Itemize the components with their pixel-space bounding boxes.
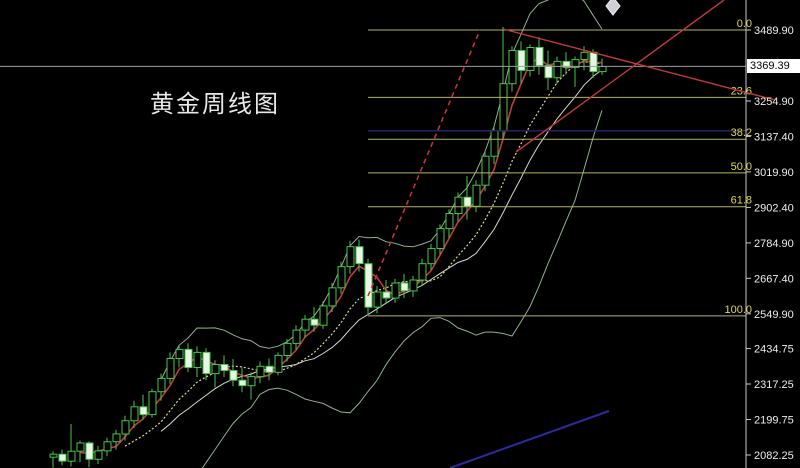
price-axis[interactable]: 3489.90 3254.90 3137.40 3019.90 2902.40 2784.…	[745, 0, 794, 468]
bear-candle-body	[265, 365, 274, 373]
axis-price-label: 2199.75	[754, 415, 794, 427]
bull-candle-body	[148, 391, 157, 416]
bull-candle-body	[571, 59, 580, 68]
bollinger-bands	[160, 0, 603, 468]
bull-candle-body	[49, 453, 58, 458]
current-price-badge: 3369.39	[747, 59, 800, 73]
bull-candle-body	[598, 66, 607, 73]
bear-candle-body	[562, 60, 571, 68]
bull-candle-body	[319, 305, 328, 326]
bull-candle-body	[103, 441, 112, 452]
ma-slow-line	[124, 60, 603, 447]
bear-candle-body	[589, 51, 598, 73]
bull-candle-body	[436, 228, 445, 250]
bull-candle-body	[454, 196, 463, 214]
bull-candle-body	[445, 213, 454, 230]
bull-candle-body	[481, 155, 490, 186]
bull-candle-body	[256, 365, 265, 378]
bull-candle-body	[346, 246, 355, 268]
bull-candle-body	[247, 376, 256, 387]
bear-candle-body	[202, 351, 211, 374]
axis-price-label: 2434.75	[754, 344, 794, 356]
bear-candle-body	[184, 348, 193, 368]
fib-level-label: 61.8	[731, 195, 752, 207]
bull-candle-body	[328, 287, 337, 307]
bull-candle-body	[274, 354, 283, 373]
bull-candle-body	[130, 406, 139, 422]
bear-candle-body	[355, 246, 364, 265]
bull-candle-body	[166, 358, 175, 379]
bull-candle-body	[391, 282, 400, 299]
axis-price-label: 2549.90	[754, 309, 794, 321]
bear-candle-body	[229, 370, 238, 381]
bull-candle-body	[508, 50, 517, 85]
candles-group	[49, 27, 607, 468]
axis-price-label: 3137.40	[754, 131, 794, 143]
bear-candle-body	[364, 263, 373, 308]
fib-level-label: 100.0	[724, 304, 752, 316]
bear-candle-body	[463, 196, 472, 207]
mouse-cursor-diamond-icon	[605, 0, 621, 16]
dashed-rally-channel-line[interactable]	[367, 29, 481, 297]
bear-candle-body	[58, 453, 67, 462]
bull-candle-body	[301, 318, 310, 331]
bull-candle-body	[121, 420, 130, 435]
axis-price-label: 3254.90	[754, 96, 794, 108]
bull-candle-body	[499, 83, 508, 132]
axis-price-label: 2082.25	[754, 450, 794, 462]
bull-candle-body	[67, 450, 76, 462]
axis-price-label: 3019.90	[754, 167, 794, 179]
axis-price-label: 2784.90	[754, 238, 794, 250]
descending-resistance-line[interactable]	[502, 28, 776, 101]
bull-candle-body	[526, 47, 535, 71]
bull-candle-body	[580, 51, 589, 60]
chart-title: 黄金周线图	[150, 92, 280, 118]
ascending-support-line[interactable]	[515, 0, 725, 153]
bull-candle-body	[112, 433, 121, 443]
fib-level-label: 50.0	[731, 161, 752, 173]
axis-price-label: 2667.40	[754, 273, 794, 285]
bull-candle-body	[283, 342, 292, 356]
bear-candle-body	[544, 65, 553, 79]
bear-candle-body	[85, 442, 94, 460]
bull-candle-body	[175, 348, 184, 359]
bear-candle-body	[382, 291, 391, 299]
bear-candle-body	[238, 379, 247, 387]
bull-candle-body	[553, 60, 562, 79]
ma-fast-line	[79, 57, 603, 455]
bull-candle-body	[76, 442, 85, 452]
bull-candle-body	[157, 377, 166, 393]
bear-candle-body	[139, 406, 148, 416]
bull-candle-body	[94, 450, 103, 460]
bull-candle-body	[472, 184, 481, 207]
bull-candle-body	[409, 279, 418, 292]
axis-price-label: 2902.40	[754, 202, 794, 214]
bear-candle-body	[400, 282, 409, 292]
axis-price-label: 3489.90	[754, 25, 794, 37]
axis-price-label: 2317.25	[754, 379, 794, 391]
bull-candle-body	[292, 329, 301, 344]
bull-candle-body	[193, 351, 202, 368]
fib-level-label: 38.2	[731, 127, 752, 139]
bull-candle-body	[418, 263, 427, 281]
bull-candle-body	[211, 364, 220, 375]
bull-candle-body	[427, 248, 436, 265]
bear-candle-body	[517, 50, 526, 71]
bear-candle-body	[535, 47, 544, 67]
bear-candle-body	[310, 318, 319, 326]
blue-longterm-trendline[interactable]	[449, 410, 610, 468]
bull-candle-body	[373, 291, 382, 308]
bull-candle-body	[337, 266, 346, 289]
fib-level-label: 0.0	[737, 18, 752, 30]
bear-candle-body	[220, 364, 229, 371]
bull-candle-body	[490, 130, 499, 157]
